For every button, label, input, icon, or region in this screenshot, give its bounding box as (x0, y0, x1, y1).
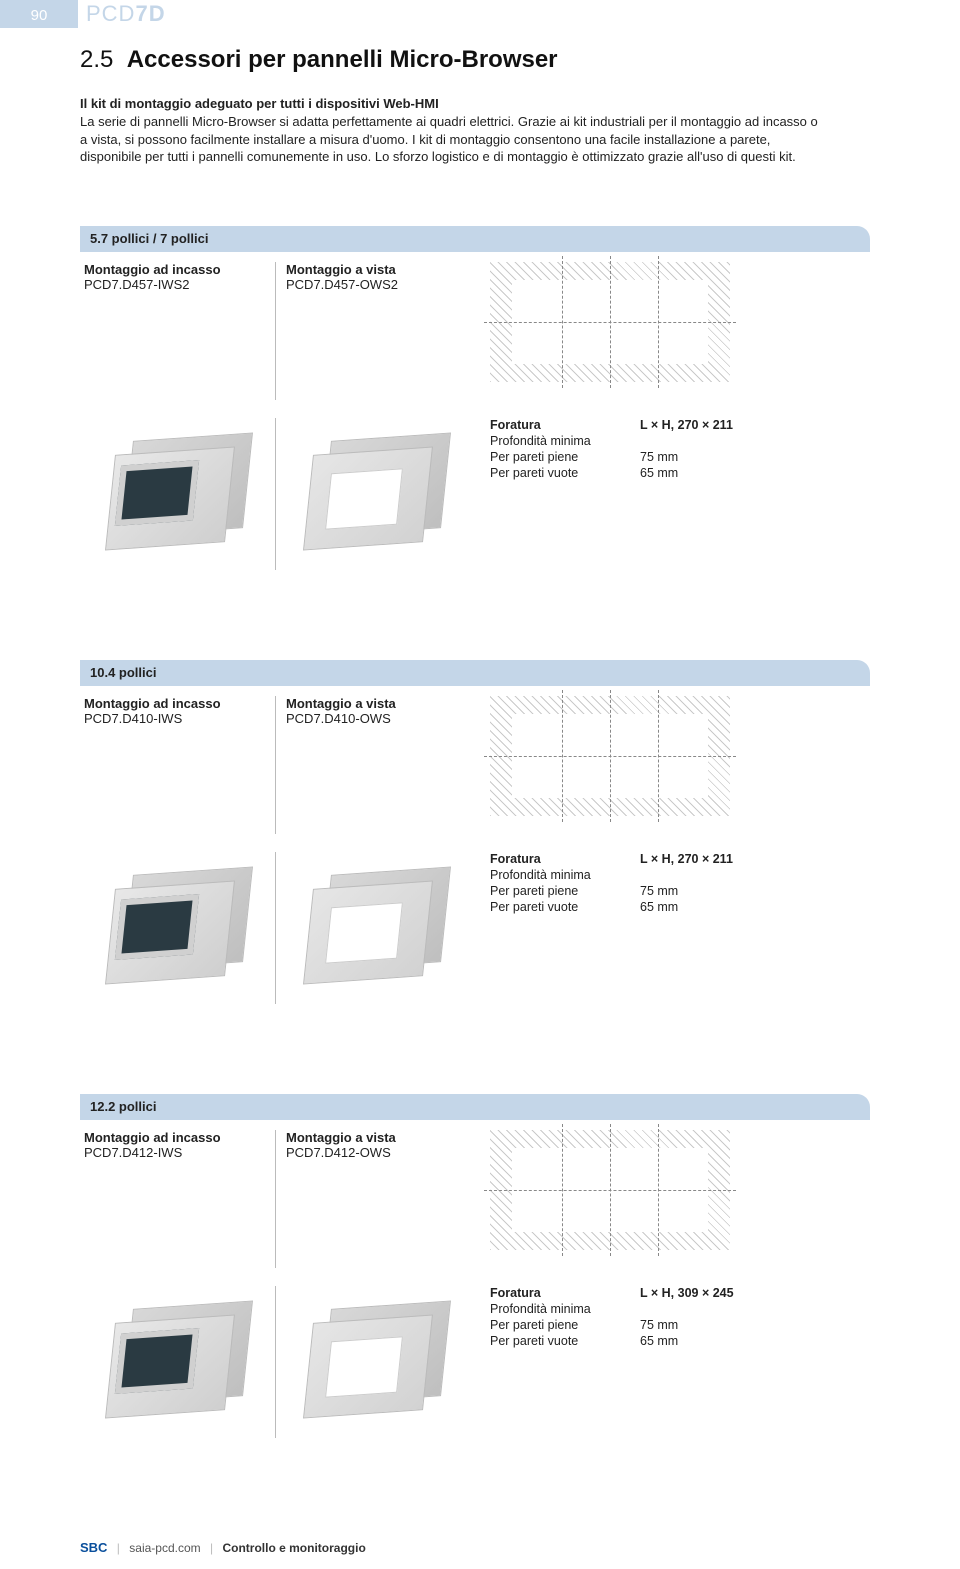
product-section: 10.4 pollici Montaggio ad incasso PCD7.D… (80, 660, 870, 1004)
mount-incasso-code: PCD7.D410-IWS (84, 711, 275, 726)
section-title: 12.2 pollici (90, 1099, 156, 1114)
product-section: 5.7 pollici / 7 pollici Montaggio ad inc… (80, 226, 870, 570)
col-vista: Montaggio a vista PCD7.D457-OWS2 (275, 262, 470, 400)
cutout-diagram (490, 696, 750, 816)
spec-foratura-label: Foratura (490, 852, 640, 866)
product-image-incasso (80, 1286, 275, 1438)
product-image-incasso (80, 852, 275, 1004)
cutout-hatch (490, 696, 730, 816)
spec-profmin-label: Profondità minima (490, 868, 640, 882)
spec-piene-value: 75 mm (640, 884, 870, 898)
section-images-row: Foratura L × H, 309 × 245 Profondità min… (80, 1268, 870, 1438)
spec-profmin-label: Profondità minima (490, 1302, 640, 1316)
series-code: PCD7D (78, 1, 166, 27)
spec-piene-value: 75 mm (640, 1318, 870, 1332)
series-code-suffix: 7D (135, 1, 165, 26)
mount-vista-label: Montaggio a vista (286, 1130, 470, 1145)
section-images-row: Foratura L × H, 270 × 211 Profondità min… (80, 400, 870, 570)
footer-trail: Controllo e monitoraggio (222, 1541, 365, 1555)
page-title: 2.5 Accessori per pannelli Micro-Browser (80, 46, 880, 74)
top-bar: 90 PCD7D (0, 0, 960, 28)
spec-vuote-label: Per pareti vuote (490, 466, 640, 480)
page-footer: SBC | saia-pcd.com | Controllo e monitor… (0, 1528, 960, 1569)
footer-separator: | (111, 1541, 126, 1555)
footer-url: saia-pcd.com (129, 1541, 200, 1555)
spec-piene-value: 75 mm (640, 450, 870, 464)
section-images-row: Foratura L × H, 270 × 211 Profondità min… (80, 834, 870, 1004)
section-columns: Montaggio ad incasso PCD7.D410-IWS Monta… (80, 686, 870, 834)
mount-incasso-label: Montaggio ad incasso (84, 1130, 275, 1145)
mount-incasso-code: PCD7.D457-IWS2 (84, 277, 275, 292)
cutout-diagram (490, 1130, 750, 1250)
spec-profmin-label: Profondità minima (490, 434, 640, 448)
mount-incasso-label: Montaggio ad incasso (84, 696, 275, 711)
spec-foratura-value: L × H, 270 × 211 (640, 418, 870, 432)
spec-block: Foratura L × H, 270 × 211 Profondità min… (470, 852, 870, 1004)
title-text: Accessori per pannelli Micro-Browser (127, 46, 558, 73)
cutout-diagram (490, 262, 750, 382)
spec-piene-label: Per pareti piene (490, 884, 640, 898)
section-columns: Montaggio ad incasso PCD7.D457-IWS2 Mont… (80, 252, 870, 400)
mount-vista-code: PCD7.D457-OWS2 (286, 277, 470, 292)
product-image-vista (275, 1286, 470, 1438)
product-image-vista (275, 418, 470, 570)
cutout-hatch (490, 1130, 730, 1250)
cutout-hatch (490, 262, 730, 382)
spec-block: Foratura L × H, 309 × 245 Profondità min… (470, 1286, 870, 1438)
product-section: 12.2 pollici Montaggio ad incasso PCD7.D… (80, 1094, 870, 1438)
spec-foratura-value: L × H, 309 × 245 (640, 1286, 870, 1300)
spec-grid: Foratura L × H, 270 × 211 Profondità min… (490, 418, 870, 480)
mount-vista-code: PCD7.D410-OWS (286, 711, 470, 726)
spec-block: Foratura L × H, 270 × 211 Profondità min… (470, 418, 870, 570)
product-image-incasso (80, 418, 275, 570)
mount-incasso-code: PCD7.D412-IWS (84, 1145, 275, 1160)
spec-grid: Foratura L × H, 270 × 211 Profondità min… (490, 852, 870, 914)
spec-vuote-value: 65 mm (640, 466, 870, 480)
spec-foratura-label: Foratura (490, 418, 640, 432)
spec-foratura-label: Foratura (490, 1286, 640, 1300)
spec-vuote-label: Per pareti vuote (490, 900, 640, 914)
footer-brand: SBC (80, 1540, 107, 1555)
product-image-vista (275, 852, 470, 1004)
spec-grid: Foratura L × H, 309 × 245 Profondità min… (490, 1286, 870, 1348)
intro-heading: Il kit di montaggio adeguato per tutti i… (80, 96, 880, 111)
col-incasso: Montaggio ad incasso PCD7.D457-IWS2 (80, 262, 275, 400)
mount-vista-label: Montaggio a vista (286, 262, 470, 277)
col-incasso: Montaggio ad incasso PCD7.D410-IWS (80, 696, 275, 834)
section-columns: Montaggio ad incasso PCD7.D412-IWS Monta… (80, 1120, 870, 1268)
mount-vista-label: Montaggio a vista (286, 696, 470, 711)
spec-foratura-value: L × H, 270 × 211 (640, 852, 870, 866)
col-vista: Montaggio a vista PCD7.D410-OWS (275, 696, 470, 834)
spec-vuote-value: 65 mm (640, 1334, 870, 1348)
page-content: 2.5 Accessori per pannelli Micro-Browser… (0, 28, 880, 1438)
section-number: 2.5 (80, 46, 113, 73)
spec-vuote-value: 65 mm (640, 900, 870, 914)
col-diagram-top (470, 1130, 870, 1268)
footer-separator: | (204, 1541, 219, 1555)
section-title: 5.7 pollici / 7 pollici (90, 231, 208, 246)
col-diagram-top (470, 262, 870, 400)
section-header: 5.7 pollici / 7 pollici (80, 226, 870, 252)
series-code-prefix: PCD (86, 1, 135, 26)
section-header: 10.4 pollici (80, 660, 870, 686)
page-number: 90 (0, 0, 78, 28)
section-header: 12.2 pollici (80, 1094, 870, 1120)
mount-incasso-label: Montaggio ad incasso (84, 262, 275, 277)
col-diagram-top (470, 696, 870, 834)
spec-piene-label: Per pareti piene (490, 450, 640, 464)
col-vista: Montaggio a vista PCD7.D412-OWS (275, 1130, 470, 1268)
spec-vuote-label: Per pareti vuote (490, 1334, 640, 1348)
col-incasso: Montaggio ad incasso PCD7.D412-IWS (80, 1130, 275, 1268)
spec-piene-label: Per pareti piene (490, 1318, 640, 1332)
mount-vista-code: PCD7.D412-OWS (286, 1145, 470, 1160)
intro-text: La serie di pannelli Micro-Browser si ad… (80, 113, 820, 166)
section-title: 10.4 pollici (90, 665, 156, 680)
